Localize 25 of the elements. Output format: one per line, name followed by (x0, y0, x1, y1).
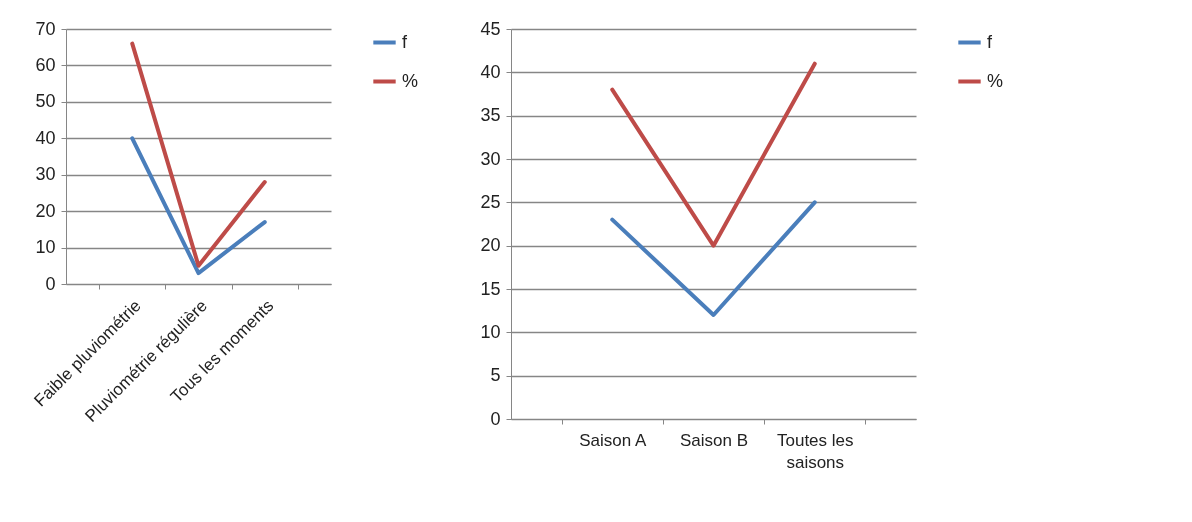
y-tick-label: 0 (45, 273, 56, 294)
legend-label: f (987, 31, 993, 52)
legend-label: % (402, 70, 419, 91)
y-tick-label: 50 (35, 91, 56, 112)
y-tick-label: 40 (480, 61, 501, 82)
y-tick-label: 5 (490, 365, 501, 386)
y-tick-label: 0 (490, 408, 501, 429)
y-tick-label: 20 (480, 235, 501, 256)
legend-label: % (987, 70, 1004, 91)
y-tick-label: 40 (35, 127, 56, 148)
y-tick-label: 70 (35, 18, 56, 39)
x-tick-label: Saison B (679, 430, 749, 450)
y-tick-label: 20 (35, 200, 56, 221)
legend-label: f (402, 31, 408, 52)
y-tick-label: 10 (480, 321, 501, 342)
y-tick-label: 30 (480, 148, 501, 169)
y-tick-label: 60 (35, 54, 56, 75)
y-tick-label: 25 (480, 191, 501, 212)
x-tick-label: Saison A (579, 430, 647, 450)
x-tick-label: Toutes les saisons (776, 430, 854, 472)
y-tick-label: 35 (480, 105, 501, 126)
y-tick-label: 45 (480, 18, 501, 39)
y-tick-label: 30 (35, 164, 56, 185)
y-tick-label: 10 (35, 237, 56, 258)
y-tick-label: 15 (480, 278, 501, 299)
